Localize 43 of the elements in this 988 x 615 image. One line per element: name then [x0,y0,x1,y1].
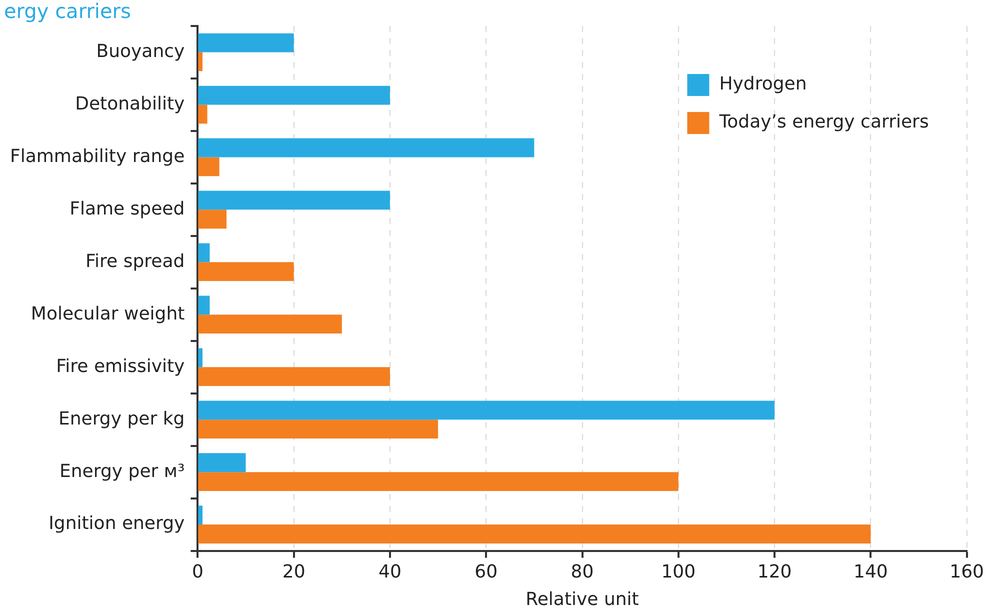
x-axis-title: Relative unit [526,588,639,610]
bar [198,314,342,334]
x-tick-label: 80 [570,561,594,582]
x-tick-label: 140 [854,561,888,582]
x-tick-label: 60 [474,561,498,582]
y-tick-label: Molecular weight [30,303,185,324]
y-tick-label: Energy per м³ [60,460,185,482]
y-tick-label: Fire spread [85,250,185,272]
bar [198,296,210,315]
bar [198,472,678,491]
bar [198,524,871,544]
bar [198,104,208,124]
x-tick-label: 20 [282,561,306,582]
bar [198,506,202,525]
bar [198,33,294,52]
legend-label: Today’s energy carriers [718,112,929,133]
bar [198,157,220,176]
x-tick-label: 100 [661,561,696,582]
legend-label: Hydrogen [719,74,807,95]
bar [198,52,202,72]
x-tick-label: 120 [757,561,792,582]
bar [198,420,438,438]
y-tick-label: Flammability range [10,146,185,167]
y-tick-label: Ignition energy [48,513,186,534]
y-tick-label: Buoyancy [96,40,186,62]
bar [198,190,390,210]
y-tick-label: Detonability [75,93,186,114]
x-tick-label: 40 [378,561,402,582]
bar [198,348,202,368]
y-tick-label: Flame speed [70,198,185,220]
bar [198,453,246,472]
bar [198,210,227,229]
chart-title: ergy carriers [4,0,131,23]
bar [198,138,534,158]
x-tick-label: 0 [192,561,204,582]
bar [198,86,390,105]
y-tick-label: Energy per kg [58,408,185,430]
x-tick-label: 160 [950,561,984,582]
bar [198,262,294,282]
y-tick-label: Fire emissivity [56,356,186,377]
bar [198,243,210,262]
bar [198,400,775,420]
bar [198,367,390,386]
